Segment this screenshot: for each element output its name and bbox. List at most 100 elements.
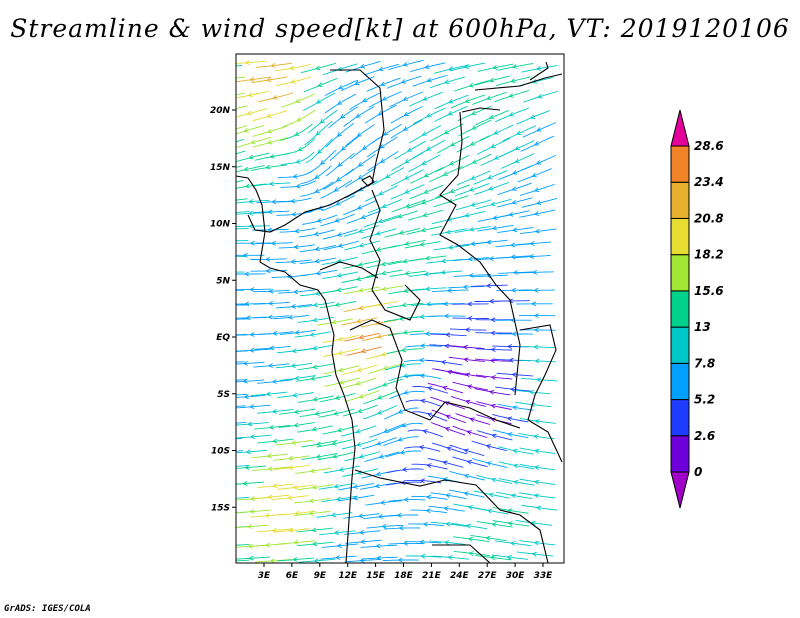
streamline-arrow <box>358 454 364 459</box>
streamline <box>410 287 447 292</box>
streamline-arrow <box>309 376 316 381</box>
streamline-arrow <box>402 126 409 131</box>
streamline <box>322 425 359 435</box>
streamline <box>236 496 249 499</box>
streamline-arrow <box>290 440 297 446</box>
streamline <box>295 374 332 382</box>
streamline-arrow <box>404 241 410 246</box>
streamline <box>475 332 512 334</box>
streamline-arrow <box>507 432 513 437</box>
streamline <box>449 444 485 457</box>
streamline-arrow <box>446 446 452 452</box>
streamline-arrow <box>245 449 251 455</box>
lat-tick-label: 5N <box>216 276 230 286</box>
streamline <box>471 284 508 287</box>
streamline-arrow <box>490 143 496 148</box>
streamline <box>430 422 466 436</box>
streamline-arrow <box>468 187 475 192</box>
streamline-arrow <box>399 449 405 455</box>
streamline-arrow <box>507 298 514 304</box>
streamline-arrow <box>490 330 496 336</box>
streamline-arrow <box>465 523 472 529</box>
streamline-arrow <box>317 205 324 210</box>
streamline <box>391 199 426 213</box>
streamline-arrow <box>245 315 251 321</box>
streamline-arrow <box>249 509 255 514</box>
streamline-arrow <box>379 143 385 149</box>
streamline-arrow <box>265 268 271 274</box>
streamline <box>279 329 317 335</box>
streamline <box>389 239 426 249</box>
streamline <box>294 331 331 338</box>
streamline-arrow <box>337 243 344 248</box>
streamline <box>388 374 425 382</box>
streamline <box>366 524 404 529</box>
streamline <box>520 228 557 235</box>
streamline <box>521 377 558 382</box>
streamline-arrow <box>402 373 409 379</box>
streamline-arrow <box>287 455 294 461</box>
streamline <box>519 492 556 499</box>
streamline <box>473 170 508 185</box>
streamline <box>497 403 534 411</box>
streamline-arrow <box>444 427 451 432</box>
streamline-arrow <box>228 497 232 501</box>
streamline-arrow <box>533 211 540 216</box>
streamline <box>516 110 551 125</box>
streamline-arrow <box>378 66 384 72</box>
lat-tick-label: 20N <box>210 106 231 116</box>
streamline <box>344 167 377 188</box>
streamline-arrow <box>421 160 427 165</box>
colorbar-label: 28.6 <box>694 139 724 153</box>
streamline <box>452 456 488 468</box>
streamline <box>391 152 424 171</box>
streamline <box>458 153 492 171</box>
streamline-arrow <box>467 536 473 542</box>
streamline <box>523 90 559 103</box>
colorbar-max-triangle <box>670 109 690 147</box>
streamline-arrow <box>511 227 518 233</box>
streamline <box>236 92 245 96</box>
streamline <box>495 107 530 123</box>
streamline-arrow <box>249 496 255 502</box>
streamline-arrow <box>286 495 293 501</box>
streamline <box>496 491 533 500</box>
streamline-arrow <box>355 318 362 324</box>
streamline <box>364 451 400 462</box>
streamline <box>279 374 316 381</box>
streamline-arrow <box>243 394 249 400</box>
streamline <box>320 179 353 199</box>
streamline <box>324 377 361 387</box>
streamline <box>413 107 447 125</box>
streamlines <box>228 59 559 563</box>
streamline-arrow <box>507 521 513 526</box>
streamline <box>519 359 557 363</box>
colorbar-segment <box>670 290 690 328</box>
streamline <box>252 136 289 148</box>
streamline <box>429 76 466 89</box>
streamline <box>455 413 491 425</box>
streamline-arrow <box>331 319 337 325</box>
streamline-arrow <box>334 217 340 223</box>
streamline-arrow <box>421 131 428 136</box>
streamline-arrow <box>376 410 383 415</box>
streamline-arrow <box>270 240 277 246</box>
streamline-arrow <box>404 189 410 194</box>
streamline-arrow <box>419 478 425 484</box>
streamline <box>280 93 316 108</box>
streamline-arrow <box>419 343 426 349</box>
streamline <box>344 451 380 462</box>
streamline <box>300 62 337 74</box>
streamline-arrow <box>489 358 495 363</box>
streamline <box>430 123 464 142</box>
streamline-arrow <box>315 270 321 276</box>
streamline <box>236 379 265 383</box>
streamline-arrow <box>228 317 232 321</box>
streamline <box>321 195 356 212</box>
streamline <box>491 554 529 560</box>
streamline-arrow <box>462 344 468 350</box>
streamline <box>296 425 334 433</box>
streamline <box>429 165 463 183</box>
streamline <box>307 149 337 174</box>
streamline <box>341 317 378 326</box>
